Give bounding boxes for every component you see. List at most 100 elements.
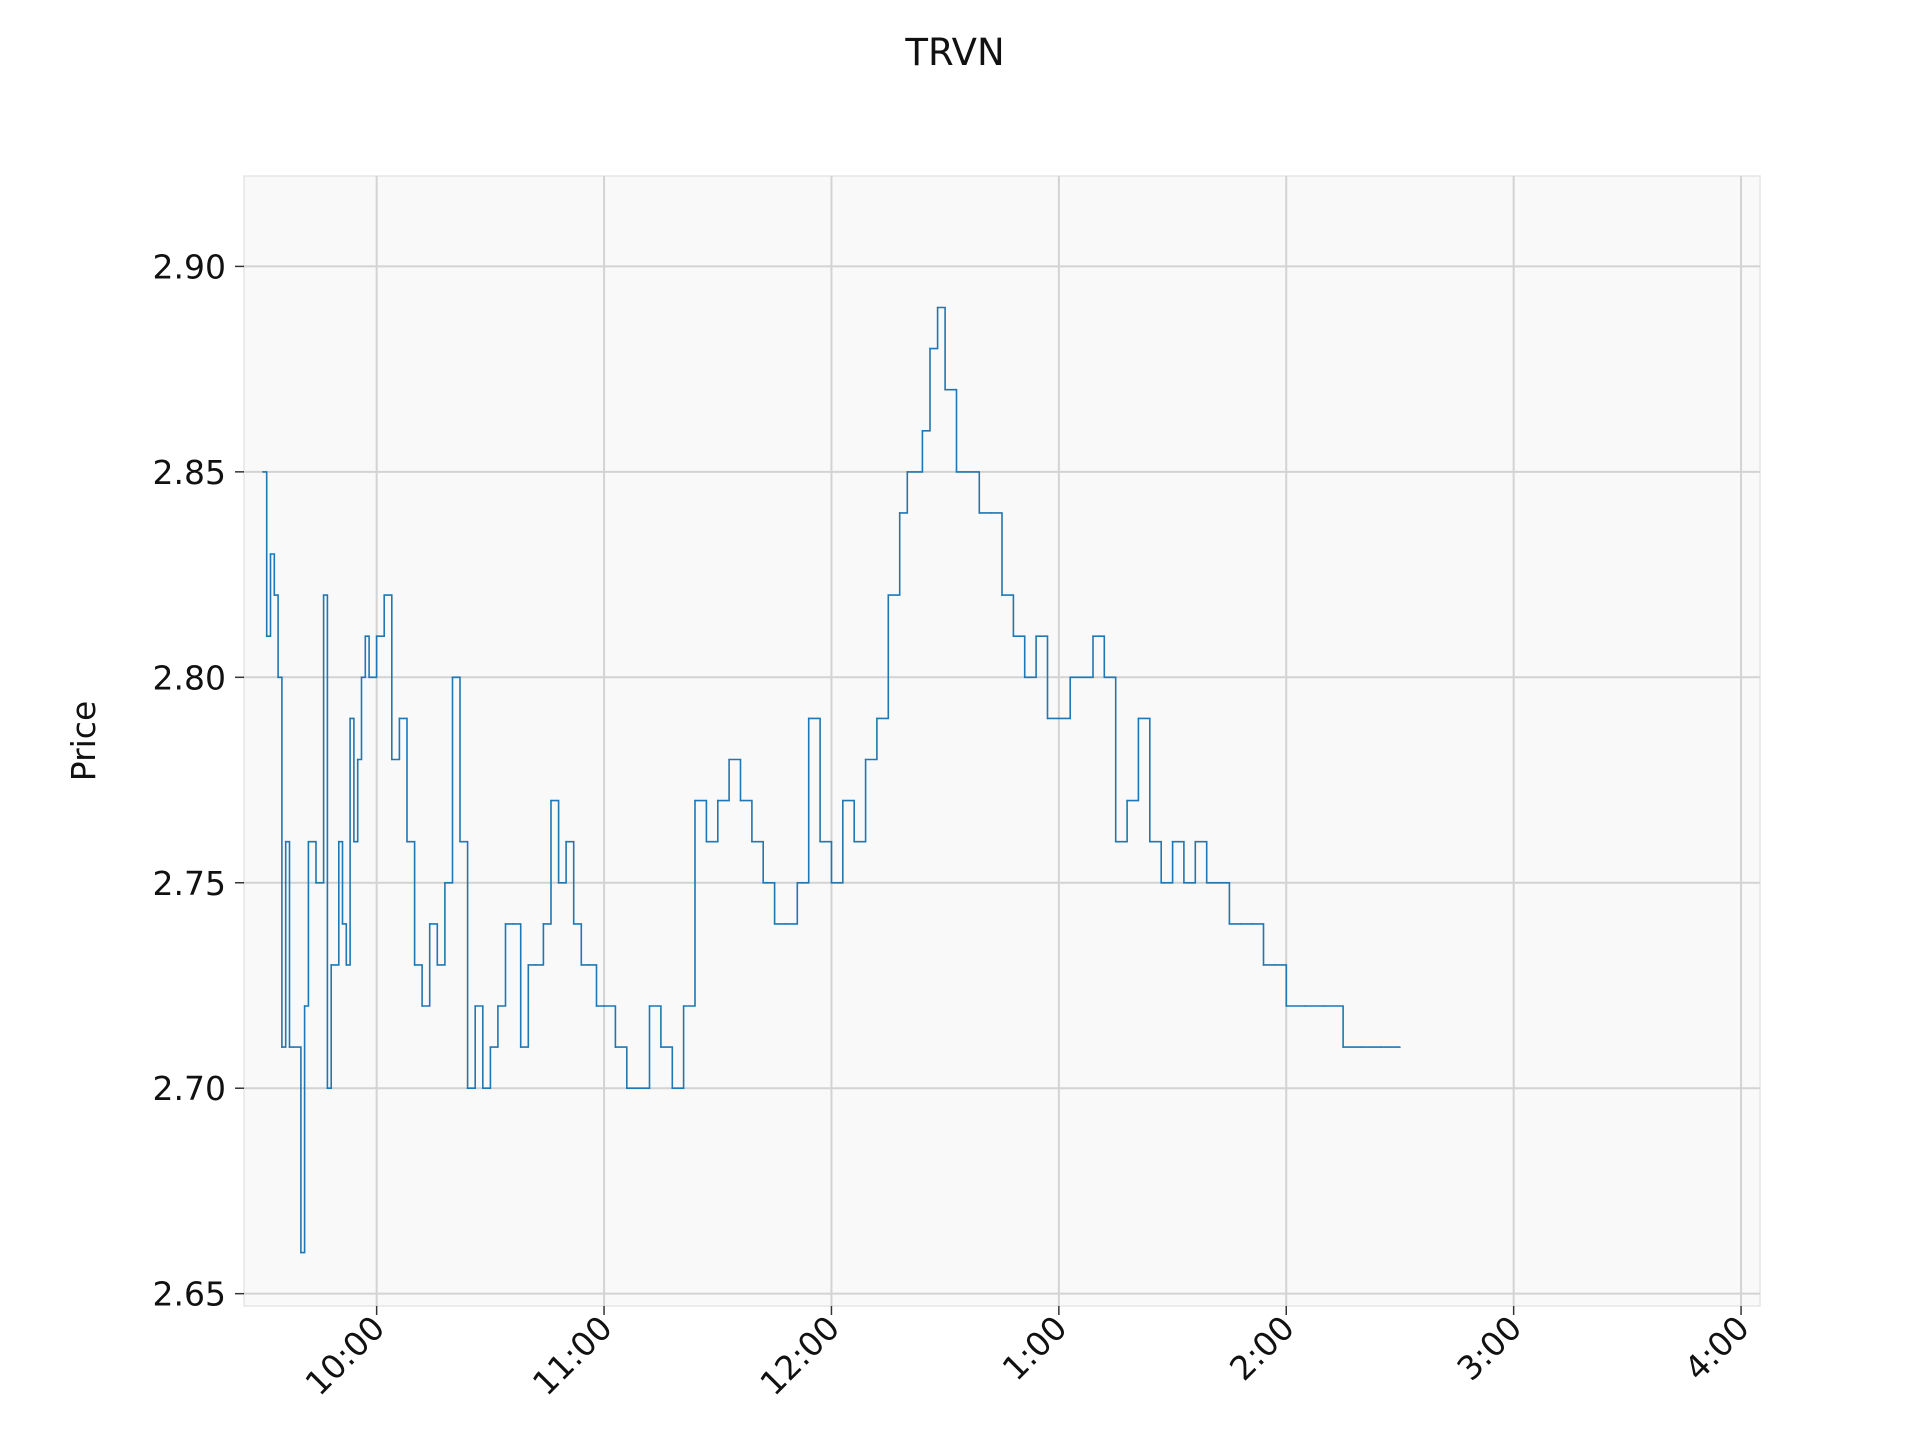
y-tick-label: 2.70: [153, 1069, 226, 1108]
price-point: [1046, 717, 1049, 720]
price-point: [421, 1005, 423, 1007]
price-point: [383, 594, 386, 596]
price-point: [557, 881, 560, 884]
price-point: [428, 923, 431, 925]
price-point: [1001, 594, 1003, 596]
price-point: [1262, 964, 1265, 966]
price-point: [705, 840, 708, 843]
price-point: [682, 1005, 685, 1007]
price-point: [337, 840, 340, 843]
price-point: [603, 1005, 605, 1007]
price-point: [300, 1251, 302, 1254]
y-tick-label: 2.65: [153, 1275, 226, 1314]
price-point: [671, 1087, 674, 1090]
price-point: [444, 881, 446, 884]
price-point: [807, 717, 810, 720]
price-point: [1183, 881, 1185, 884]
price-point: [637, 1087, 639, 1090]
price-point: [796, 881, 799, 884]
price-point: [322, 594, 325, 596]
price-point: [315, 881, 317, 884]
y-axis-label: Price: [64, 701, 103, 782]
price-point: [785, 923, 787, 925]
x-tick-label: 4:00: [1677, 1308, 1757, 1388]
price-point: [1012, 635, 1015, 638]
price-point: [1080, 676, 1083, 679]
price-point: [406, 840, 408, 843]
price-point: [955, 471, 958, 473]
price-point: [967, 471, 969, 473]
x-tick-label: 1:00: [995, 1308, 1075, 1388]
price-point: [716, 799, 719, 802]
price-point: [572, 923, 575, 925]
price-point: [1323, 1005, 1325, 1007]
price-point: [375, 635, 378, 638]
price-point: [914, 471, 916, 473]
price-point: [887, 594, 890, 596]
price-point: [1092, 635, 1094, 638]
price-point: [1205, 881, 1208, 884]
price-point: [262, 471, 264, 473]
price-point: [550, 799, 552, 802]
price-point: [436, 964, 439, 966]
price-point: [497, 1005, 499, 1007]
price-point: [391, 758, 393, 761]
plot-area: [243, 175, 1761, 1307]
price-point: [504, 923, 507, 925]
price-point: [284, 840, 287, 843]
price-point: [921, 429, 924, 432]
price-point: [535, 964, 537, 966]
price-point: [356, 758, 359, 761]
price-point: [751, 840, 753, 843]
price-point: [1274, 964, 1276, 966]
price-point: [565, 840, 567, 843]
price-point: [466, 1087, 469, 1090]
price-point: [580, 964, 583, 966]
price-point: [728, 758, 730, 761]
price-point: [1171, 840, 1174, 843]
price-point: [1035, 635, 1037, 638]
x-tick-label: 2:00: [1222, 1308, 1302, 1388]
price-point: [353, 840, 355, 843]
price-point: [519, 1046, 522, 1048]
price-point: [341, 923, 344, 925]
price-point: [1251, 923, 1253, 925]
price-point: [512, 923, 514, 925]
price-point: [876, 717, 878, 720]
price-point: [474, 1005, 476, 1007]
price-point: [936, 306, 939, 309]
price-point: [1023, 676, 1026, 679]
series-layer: [262, 306, 1401, 1254]
price-point: [1149, 840, 1151, 843]
price-point: [349, 717, 351, 720]
price-point: [273, 594, 276, 596]
chart-title: TRVN: [904, 31, 1004, 74]
price-point: [1304, 1005, 1306, 1007]
price-point: [368, 676, 370, 679]
y-tick-label: 2.80: [153, 658, 226, 697]
price-point: [1069, 676, 1072, 679]
price-point: [303, 1005, 306, 1007]
x-tick-label: 3:00: [1449, 1308, 1529, 1388]
price-point: [1058, 717, 1060, 720]
price-point: [459, 840, 461, 843]
price-point: [1239, 923, 1242, 925]
price-point: [595, 1005, 598, 1007]
price-point: [1126, 799, 1128, 802]
x-tick-label: 12:00: [752, 1308, 847, 1403]
x-tick-label: 10:00: [297, 1308, 392, 1403]
x-tick-label: 11:00: [525, 1308, 620, 1403]
price-point: [277, 676, 279, 679]
price-point: [288, 1046, 291, 1048]
price-point: [739, 799, 742, 802]
price-point: [694, 799, 696, 802]
price-point: [364, 635, 367, 638]
price-point: [614, 1046, 617, 1048]
price-point: [762, 881, 765, 884]
price-point: [1103, 676, 1106, 679]
price-point: [853, 840, 855, 843]
price-point: [1114, 840, 1117, 843]
price-point: [819, 840, 821, 843]
price-point: [660, 1046, 662, 1048]
price-point: [842, 799, 844, 802]
